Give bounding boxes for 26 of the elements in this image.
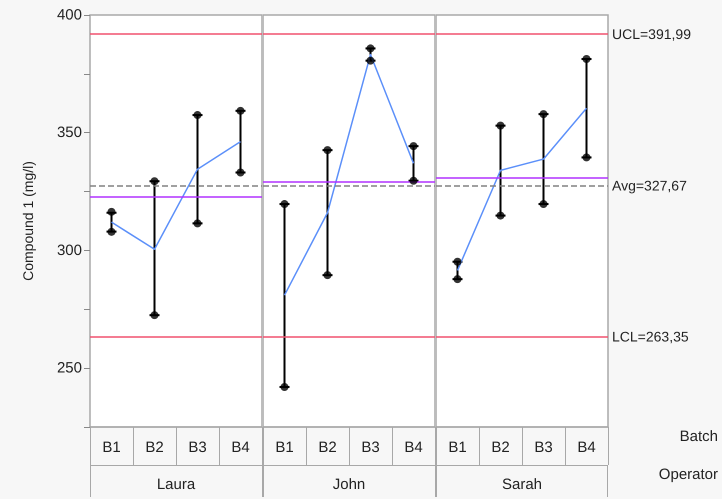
x-tick-label: B3 (534, 439, 553, 456)
x-tick-label: B4 (577, 439, 596, 456)
x-tick-label: B1 (102, 439, 121, 456)
x-tick-label: B1 (448, 439, 467, 456)
ref-line-label: UCL=391,99 (612, 26, 692, 42)
x-tick-label: B2 (491, 439, 510, 456)
text: Batch (680, 428, 718, 445)
x-tick-label: B1 (275, 439, 294, 456)
x-tick-label: B3 (188, 439, 207, 456)
x-axis-title: John (332, 476, 366, 493)
x-tick-label: B4 (404, 439, 423, 456)
y-tick-label: 250 (56, 360, 82, 377)
x-tick-label: B2 (318, 439, 337, 456)
y-tick-label: 400 (56, 6, 82, 24)
ref-line-label: LCL=263,35 (612, 328, 689, 345)
x-axis-title: Sarah (502, 476, 542, 493)
x-tick-label: B3 (361, 439, 380, 456)
y-tick-label: 350 (56, 124, 82, 142)
y-tick-label: 300 (56, 242, 82, 259)
x-tick-label: B4 (231, 439, 250, 456)
ref-line-label: Avg=327,67 (612, 177, 688, 194)
text: Operator (658, 466, 718, 483)
line-series (110, 140, 242, 250)
x-axis-title: Laura (156, 476, 196, 493)
y-axis-title: Compound 1 (mg/l) (20, 161, 36, 281)
x-tick-label: B2 (145, 439, 164, 456)
